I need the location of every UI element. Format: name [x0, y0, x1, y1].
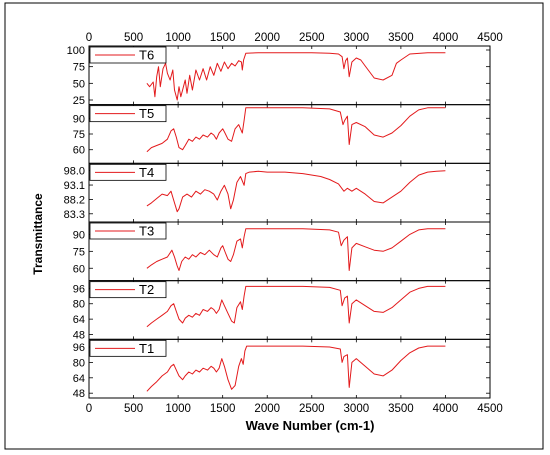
y-tick-label: 80	[73, 357, 85, 369]
series-line-t4	[146, 170, 446, 213]
y-tick-label: 83.3	[64, 209, 85, 221]
y-tick-label: 75	[73, 129, 85, 141]
y-tick-label: 80	[73, 299, 85, 311]
y-tick-label: 60	[73, 263, 85, 275]
x-tick-label-top: 1500	[210, 32, 236, 44]
series-line-t1	[146, 345, 446, 392]
y-tick-label: 64	[73, 373, 85, 385]
x-tick-label-bottom: 500	[124, 403, 143, 415]
x-tick-label-bottom: 1500	[210, 403, 236, 415]
y-tick-label: 98.0	[64, 166, 85, 178]
legend-label: T6	[139, 48, 154, 63]
panels: 100 75 50 25 T6 90 75 60 T5 98.0 93.1 88.2 83.3 T4 90 7…	[64, 45, 491, 400]
y-tick-label: 90	[73, 113, 85, 125]
y-tick-label: 50	[73, 78, 85, 90]
legend-t1: T1	[89, 339, 167, 357]
y-tick-label: 90	[73, 229, 85, 241]
bottom-axis-tick-labels: 0 500 1000 1500 2000 2500 3000 3500 4000 4500	[86, 403, 503, 415]
legend-t2: T2	[89, 281, 167, 299]
y-tick-label: 100	[67, 45, 85, 57]
x-tick-label-bottom: 4500	[477, 403, 503, 415]
legend-label: T3	[139, 224, 154, 239]
x-tick-label-top: 0	[86, 32, 92, 44]
x-tick-label-bottom: 0	[86, 403, 92, 415]
series-line-t5	[146, 107, 446, 153]
x-tick-label-top: 3500	[388, 32, 414, 44]
series-line-t6	[146, 52, 446, 101]
legend-label: T2	[139, 282, 154, 297]
y-tick-label: 96	[73, 342, 85, 354]
series-line-t2	[146, 285, 446, 328]
x-axis-title: Wave Number (cm-1)	[246, 418, 375, 433]
series-line-t3	[146, 228, 446, 271]
y-tick-label: 75	[73, 246, 85, 258]
legend-label: T4	[139, 165, 154, 180]
panel-t3: 90 75 60 T3	[73, 221, 491, 282]
y-axis-title: Transmittance	[31, 193, 45, 275]
panel-t1: 96 80 64 48 T1	[73, 338, 491, 400]
y-tick-label: 48	[73, 330, 85, 342]
x-tick-label-top: 1000	[165, 32, 191, 44]
y-tick-label: 96	[73, 283, 85, 295]
y-tick-label: 88.2	[64, 194, 85, 206]
y-tick-label: 60	[73, 145, 85, 157]
panel-frame	[88, 338, 491, 399]
y-tick-label: 64	[73, 314, 85, 326]
panel-t4: 98.0 93.1 88.2 83.3 T4	[64, 162, 491, 223]
x-tick-label-top: 3000	[344, 32, 370, 44]
top-axis-tick-labels: 0 500 1000 1500 2000 2500 3000 3500 4000 4500	[86, 32, 503, 44]
y-tick-label: 25	[73, 95, 85, 107]
legend-t3: T3	[89, 222, 167, 240]
x-tick-label-bottom: 2000	[254, 403, 280, 415]
x-tick-label-top: 4000	[433, 32, 459, 44]
x-tick-label-bottom: 4000	[433, 403, 459, 415]
x-tick-label-bottom: 3000	[344, 403, 370, 415]
panel-t6: 100 75 50 25 T6	[67, 45, 491, 107]
legend-label: T1	[139, 341, 154, 356]
panel-t2: 96 80 64 48 T2	[73, 280, 491, 342]
x-tick-label-top: 4500	[477, 32, 503, 44]
y-tick-label: 48	[73, 388, 85, 400]
x-tick-label-top: 2000	[254, 32, 280, 44]
x-tick-label-bottom: 1000	[165, 403, 191, 415]
x-tick-label-top: 2500	[299, 32, 325, 44]
legend-t4: T4	[89, 163, 167, 181]
legend-t6: T6	[89, 46, 167, 64]
x-tick-label-top: 500	[124, 32, 143, 44]
legend-t5: T5	[89, 105, 167, 123]
x-tick-label-bottom: 2500	[299, 403, 325, 415]
legend-label: T5	[139, 106, 154, 121]
y-tick-label: 75	[73, 62, 85, 74]
y-tick-label: 93.1	[64, 180, 85, 192]
x-tick-label-bottom: 3500	[388, 403, 414, 415]
figure-border	[4, 2, 544, 450]
